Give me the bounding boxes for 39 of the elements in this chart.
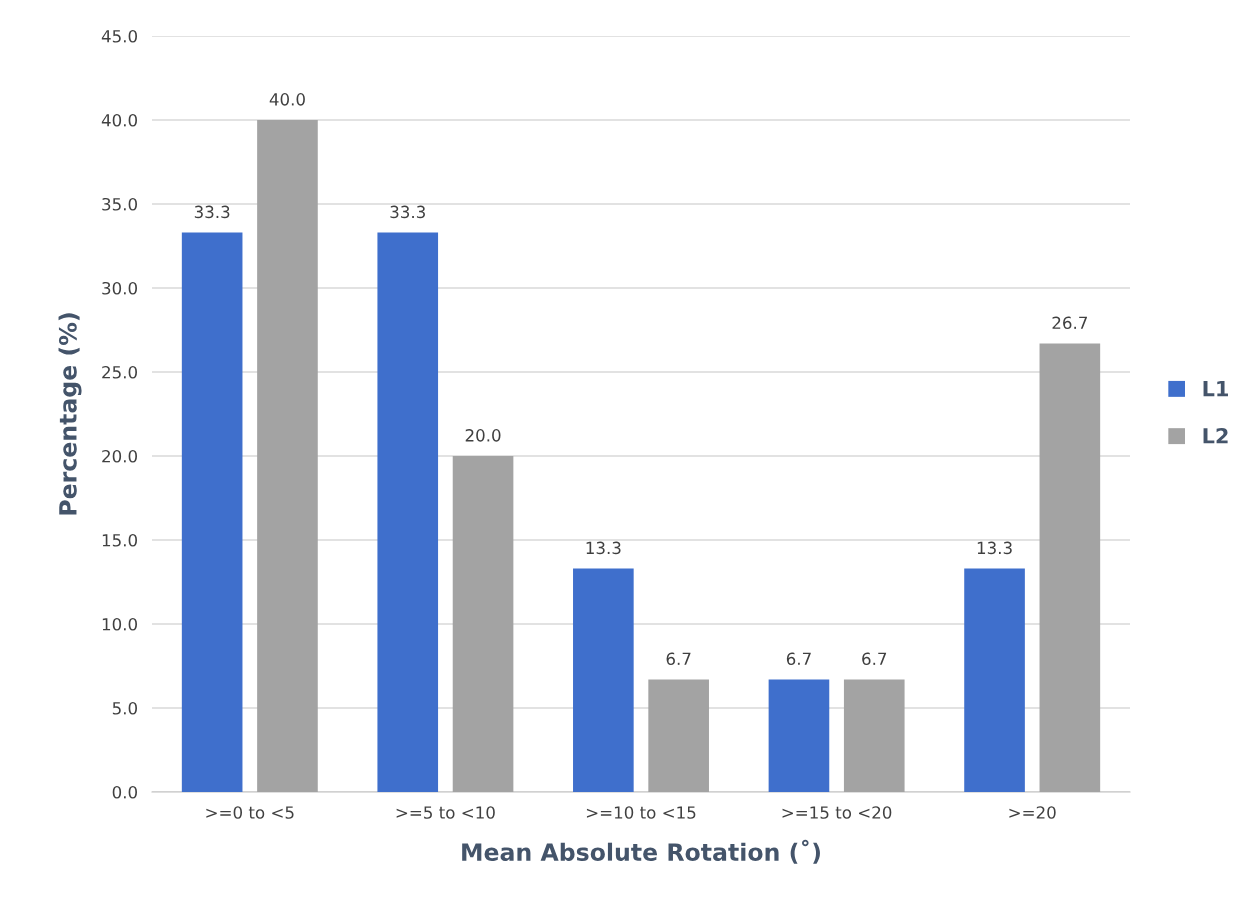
y-tick-label: 20.0 (102, 449, 137, 463)
bar (768, 679, 830, 792)
y-tick-label: 40.0 (101, 113, 137, 127)
y-tick-label: 15.0 (102, 533, 137, 547)
y-axis-title: Percentage (%) (58, 313, 82, 515)
y-tick-label: 10.0 (102, 617, 137, 631)
x-tick-label: >=10 to <15 (586, 806, 696, 819)
y-tick-label: 45.0 (101, 29, 137, 43)
x-tick-label: >=5 to <10 (396, 806, 495, 819)
legend-label: L1 (1203, 380, 1228, 397)
bar (452, 456, 514, 792)
data-label: 6.7 (786, 652, 811, 666)
data-label: 13.3 (586, 541, 621, 555)
legend-label: L2 (1203, 427, 1228, 444)
x-tick-label: >=20 (1009, 806, 1056, 819)
bar (181, 232, 243, 792)
y-tick-label: 0.0 (112, 785, 137, 799)
y-tick-label: 25.0 (102, 365, 137, 379)
bar (573, 568, 634, 792)
y-tick-label: 35.0 (102, 197, 137, 211)
bar (648, 679, 709, 792)
data-label: 6.7 (862, 652, 887, 666)
y-tick-label: 30.0 (102, 281, 137, 295)
bar (843, 679, 905, 792)
bar (964, 568, 1025, 792)
data-label: 33.3 (194, 205, 230, 219)
x-axis-title: Mean Absolute Rotation (˚) (462, 839, 820, 864)
bar (377, 232, 439, 792)
data-label: 13.3 (977, 541, 1012, 555)
data-label: 20.0 (465, 429, 501, 442)
y-tick-label: 5.0 (112, 701, 137, 715)
bar (257, 120, 318, 792)
data-label: 40.0 (269, 93, 305, 106)
data-label: 26.7 (1052, 316, 1087, 330)
x-tick-label: >=0 to <5 (206, 806, 294, 819)
bar (1039, 343, 1101, 792)
x-tick-label: >=15 to <20 (782, 806, 892, 819)
data-label: 33.3 (390, 205, 425, 219)
data-label: 6.7 (666, 652, 691, 666)
